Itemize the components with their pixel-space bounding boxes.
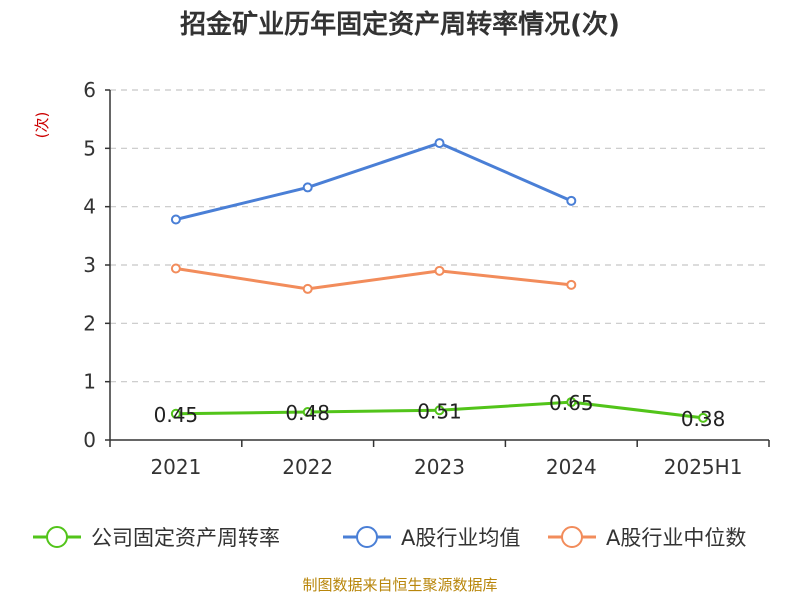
series-2 xyxy=(170,263,577,294)
series-line-1 xyxy=(175,141,572,221)
data-labels: 0.45 0.48 0.51 0.65 0.38 xyxy=(154,391,726,431)
data-label-0-0: 0.45 xyxy=(154,403,199,427)
x-tick-label-2022: 2022 xyxy=(282,455,333,479)
x-tick-label-2024: 2024 xyxy=(546,455,597,479)
source-note: 制图数据来自恒生聚源数据库 xyxy=(302,576,497,594)
data-point-0-1[interactable] xyxy=(302,407,313,417)
data-point-0-0[interactable] xyxy=(170,408,181,419)
legend-label-0: 公司固定资产周转率 xyxy=(91,526,280,550)
x-tick-label-2025H1: 2025H1 xyxy=(664,455,743,479)
series-line-2 xyxy=(175,267,572,291)
legend-marker-0 xyxy=(46,526,68,548)
data-point-2-2[interactable] xyxy=(434,265,445,276)
data-point-1-1[interactable] xyxy=(302,182,313,193)
legend-marker-2 xyxy=(561,526,583,548)
data-point-2-1[interactable] xyxy=(302,283,313,294)
y-tick-label: 3 xyxy=(83,253,96,277)
gridlines xyxy=(110,89,769,383)
data-label-0-3: 0.65 xyxy=(549,391,594,415)
y-tick-label: 4 xyxy=(83,195,96,219)
data-point-0-3[interactable] xyxy=(566,397,577,408)
data-point-0-2[interactable] xyxy=(434,405,445,416)
series-lines xyxy=(170,138,709,423)
axes: 0 1 2 3 4 5 6 2021 2022 2023 2024 2025H1 xyxy=(83,78,770,479)
legend-marker-1 xyxy=(356,526,378,548)
series-0 xyxy=(170,397,709,423)
data-label-0-4: 0.38 xyxy=(681,407,726,431)
legend-label-1: A股行业均值 xyxy=(401,526,520,550)
legend: 公司固定资产周转率 A股行业均值 A股行业中位数 xyxy=(33,526,746,550)
y-tick-label: 1 xyxy=(83,370,96,394)
y-tick-label: 6 xyxy=(83,78,96,102)
y-tick-label: 5 xyxy=(83,136,96,160)
legend-item-0[interactable]: 公司固定资产周转率 xyxy=(33,526,280,550)
x-tick-label-2021: 2021 xyxy=(150,455,201,479)
data-label-0-1: 0.48 xyxy=(285,401,330,425)
legend-item-2[interactable]: A股行业中位数 xyxy=(548,526,746,550)
data-point-1-3[interactable] xyxy=(566,195,577,206)
y-tick-label: 0 xyxy=(83,428,96,452)
data-label-0-2: 0.51 xyxy=(417,399,462,423)
data-point-2-3[interactable] xyxy=(566,279,577,290)
legend-label-2: A股行业中位数 xyxy=(606,526,746,550)
chart-title: 招金矿业历年固定资产周转率情况(次) xyxy=(180,9,620,40)
data-point-2-0[interactable] xyxy=(170,263,181,274)
legend-item-1[interactable]: A股行业均值 xyxy=(343,526,520,550)
data-point-1-2[interactable] xyxy=(434,138,445,149)
data-point-0-4[interactable] xyxy=(698,412,709,423)
series-1 xyxy=(170,138,577,225)
y-tick-label: 2 xyxy=(83,311,96,335)
data-point-1-0[interactable] xyxy=(170,214,181,225)
y-axis-label: (次) xyxy=(33,112,51,139)
x-tick-label-2023: 2023 xyxy=(414,455,465,479)
